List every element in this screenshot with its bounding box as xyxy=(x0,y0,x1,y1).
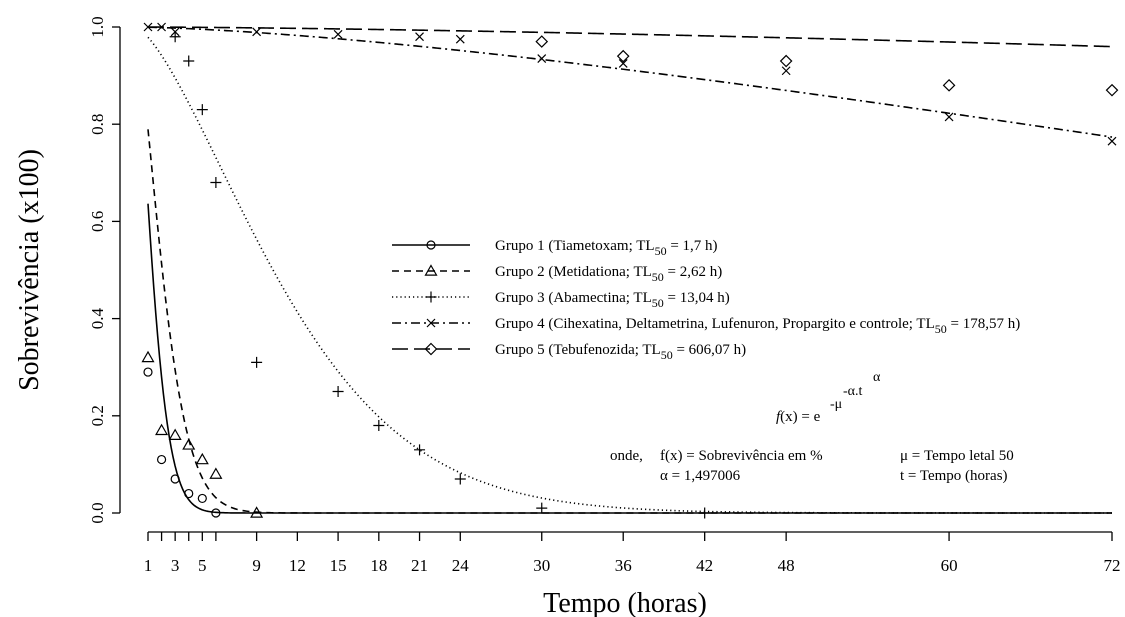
data-point-grupo-4 xyxy=(618,59,628,68)
data-point-grupo-4 xyxy=(170,27,180,37)
data-point-grupo-3 xyxy=(373,420,385,432)
definition-mu: μ = Tempo letal 50 xyxy=(900,448,1014,464)
data-point-grupo-4 xyxy=(455,34,465,44)
data-point-grupo-5 xyxy=(535,35,549,48)
x-tick-label: 1 xyxy=(144,556,153,575)
definition-fx: f(x) = Sobrevivência em % xyxy=(660,448,823,464)
data-point-grupo-4 xyxy=(157,22,167,32)
data-point-grupo-2 xyxy=(141,350,155,363)
curve-grupo-5 xyxy=(147,26,1113,48)
data-point-grupo-3 xyxy=(414,444,426,456)
x-tick-label: 3 xyxy=(171,556,180,575)
plot-area: 0.0 0.2 0.4 0.6 0.8 1.0 1 3 5 9 12 15 18 21 24 30 36 42 48… xyxy=(88,16,1121,575)
formula-lhs: f(x) = e xyxy=(776,409,821,425)
x-tick-label: 60 xyxy=(941,556,958,575)
legend-marker-grupo-4 xyxy=(426,318,436,328)
legend: Grupo 1 (Tiametoxam; TL50 = 1,7 h) Grupo … xyxy=(392,238,1020,362)
x-tick-label: 18 xyxy=(370,556,387,575)
data-point-grupo-4 xyxy=(537,54,547,64)
data-point-grupo-1 xyxy=(197,493,207,504)
x-tick-label: 72 xyxy=(1104,556,1121,575)
y-tick-label: 0.2 xyxy=(88,405,107,426)
data-point-grupo-2 xyxy=(168,428,182,440)
x-tick-label: 24 xyxy=(452,556,470,575)
y-tick-label: 1.0 xyxy=(88,16,107,37)
data-point-grupo-3 xyxy=(332,386,344,397)
data-point-grupo-3 xyxy=(536,502,548,514)
x-tick-label: 21 xyxy=(411,556,428,575)
legend-marker-grupo-1 xyxy=(426,240,436,250)
data-point-grupo-2 xyxy=(195,452,209,465)
data-point-grupo-4 xyxy=(415,32,424,42)
x-tick-label: 48 xyxy=(778,556,795,575)
data-point-grupo-3 xyxy=(251,356,263,368)
x-tick-label: 15 xyxy=(330,556,347,575)
x-tick-label: 9 xyxy=(252,556,261,575)
legend-marker-grupo-2 xyxy=(424,264,438,276)
legend-label-grupo-2: Grupo 2 (Metidationa; TL50 = 2,62 h) xyxy=(495,264,722,284)
y-tick-label: 0.4 xyxy=(88,307,107,329)
x-tick-label: 5 xyxy=(198,556,207,575)
data-point-grupo-1 xyxy=(156,454,167,465)
data-point-grupo-4 xyxy=(944,112,954,122)
legend-label-grupo-1: Grupo 1 (Tiametoxam; TL50 = 1,7 h) xyxy=(495,238,718,258)
data-point-grupo-3 xyxy=(699,507,711,519)
x-tick-label: 30 xyxy=(533,556,550,575)
formula-exp-3: α xyxy=(873,370,881,385)
data-point-grupo-2 xyxy=(250,506,264,518)
formula-exp-2: -α.t xyxy=(843,384,862,399)
x-tick-label: 42 xyxy=(696,556,713,575)
legend-label-grupo-4: Grupo 4 (Cihexatina, Deltametrina, Lufen… xyxy=(495,316,1020,336)
curve-grupo-4 xyxy=(147,26,1113,138)
x-tick-label: 36 xyxy=(615,556,632,575)
legend-marker-grupo-5 xyxy=(424,342,438,356)
data-point-grupo-4 xyxy=(252,27,262,37)
data-point-grupo-4 xyxy=(781,66,791,76)
data-point-grupo-3 xyxy=(183,55,195,67)
formula-exp-1: -μ xyxy=(830,397,842,412)
legend-marker-grupo-3 xyxy=(425,291,437,303)
y-tick-label: 0.8 xyxy=(88,114,107,135)
y-tick-label: 0.0 xyxy=(88,502,107,523)
data-point-grupo-1 xyxy=(143,367,153,377)
x-tick-label: 12 xyxy=(289,556,306,575)
data-point-grupo-3 xyxy=(169,31,181,43)
data-point-grupo-1 xyxy=(170,474,180,484)
x-axis-title: Tempo (horas) xyxy=(543,588,707,617)
y-axis-title: Sobrevivência (x100) xyxy=(14,149,45,391)
data-point-grupo-2 xyxy=(182,438,196,450)
data-point-grupo-4 xyxy=(143,22,153,32)
definition-t: t = Tempo (horas) xyxy=(900,468,1008,484)
data-point-grupo-1 xyxy=(211,508,221,518)
onde-label: onde, xyxy=(610,448,643,464)
data-point-grupo-3 xyxy=(454,473,466,485)
data-point-grupo-2 xyxy=(209,467,223,479)
data-point-grupo-5 xyxy=(779,54,793,68)
data-point-grupo-5 xyxy=(942,78,956,92)
legend-label-grupo-5: Grupo 5 (Tebufenozida; TL50 = 606,07 h) xyxy=(495,342,746,362)
data-point-grupo-3 xyxy=(196,104,208,116)
data-point-grupo-5 xyxy=(1105,83,1119,97)
data-point-grupo-4 xyxy=(333,29,343,39)
data-point-grupo-1 xyxy=(184,488,194,499)
data-point-grupo-2 xyxy=(155,423,169,436)
y-tick-label: 0.6 xyxy=(88,211,107,232)
legend-label-grupo-3: Grupo 3 (Abamectina; TL50 = 13,04 h) xyxy=(495,290,730,310)
data-point-grupo-4 xyxy=(1107,136,1117,146)
curve-grupo-2 xyxy=(147,129,1112,514)
definition-alpha: α = 1,497006 xyxy=(660,468,741,484)
formula-annotation: f(x) = e -μ -α.t α onde, f(x) = Sobreviv… xyxy=(610,370,1014,484)
data-point-grupo-5 xyxy=(616,49,630,63)
data-point-grupo-3 xyxy=(210,177,222,189)
